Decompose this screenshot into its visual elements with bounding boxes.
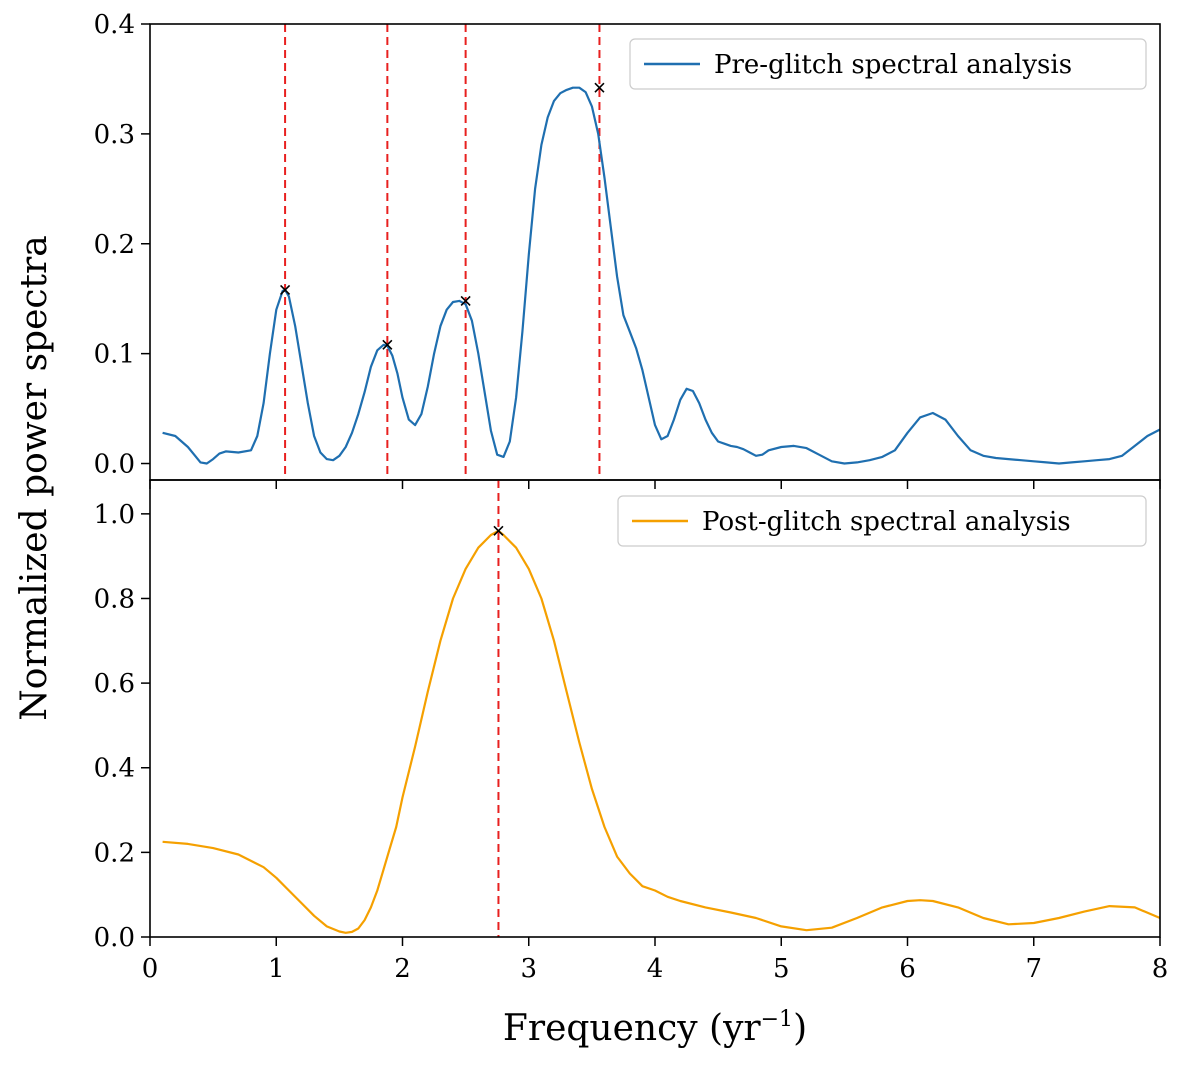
bottom-xtick-label-2: 2 bbox=[394, 954, 411, 984]
top-ytick-label-4: 0.4 bbox=[94, 10, 135, 40]
bottom-xtick-label-5: 5 bbox=[773, 954, 790, 984]
top-peak-marker-2 bbox=[460, 295, 471, 306]
top-legend-label: Pre-glitch spectral analysis bbox=[714, 50, 1072, 80]
bottom-xtick-label-8: 8 bbox=[1152, 954, 1169, 984]
bottom-ytick-label-0: 0.0 bbox=[94, 923, 135, 953]
top-ytick-label-3: 0.3 bbox=[94, 120, 135, 150]
x-axis-title-superscript: −1 bbox=[761, 1007, 793, 1032]
top-panel: 0.0 0.1 0.2 0.3 0.4 Pre-glitch spectral analy… bbox=[94, 10, 1161, 489]
x-axis-title: Frequency (yr−1) bbox=[503, 1007, 807, 1049]
bottom-peak-marker-0 bbox=[493, 525, 504, 536]
bottom-ytick-label-1: 0.2 bbox=[94, 838, 135, 868]
bottom-xtick-label-3: 3 bbox=[520, 954, 537, 984]
bottom-panel: 0.0 0.2 0.4 0.6 0.8 1.0 0 1 2 3 4 5 6 7 8 Post-glitch s… bbox=[94, 479, 1169, 984]
top-legend-box bbox=[629, 38, 1147, 90]
bottom-xtick-label-7: 7 bbox=[1025, 954, 1042, 984]
bottom-legend: Post-glitch spectral analysis bbox=[617, 495, 1147, 547]
top-ytick-label-1: 0.1 bbox=[94, 340, 135, 370]
bottom-legend-label: Post-glitch spectral analysis bbox=[702, 507, 1071, 537]
x-axis-title-close: ) bbox=[793, 1008, 807, 1049]
bottom-ytick-label-2: 0.4 bbox=[94, 754, 135, 784]
bottom-xtick-label-0: 0 bbox=[142, 954, 159, 984]
x-axis-title-main: Frequency (yr bbox=[503, 1008, 762, 1049]
bottom-ytick-label-4: 0.8 bbox=[94, 584, 135, 614]
top-series-line bbox=[162, 86, 1161, 465]
bottom-ytick-label-5: 1.0 bbox=[94, 500, 135, 530]
bottom-ytick-label-3: 0.6 bbox=[94, 669, 135, 699]
top-ytick-label-2: 0.2 bbox=[94, 230, 135, 260]
top-legend: Pre-glitch spectral analysis bbox=[629, 38, 1147, 90]
bottom-axes-frame bbox=[149, 479, 1161, 938]
bottom-xtick-label-1: 1 bbox=[268, 954, 285, 984]
y-axis-title: Normalized power spectra bbox=[14, 235, 55, 720]
bottom-legend-box bbox=[617, 495, 1147, 547]
bottom-series-line bbox=[162, 529, 1161, 934]
top-ytick-label-0: 0.0 bbox=[94, 450, 135, 480]
bottom-xtick-label-4: 4 bbox=[647, 954, 664, 984]
top-axes-frame bbox=[149, 23, 1161, 481]
top-peak-marker-3 bbox=[594, 82, 605, 93]
bottom-xtick-label-6: 6 bbox=[899, 954, 916, 984]
top-peak-marker-0 bbox=[280, 284, 291, 295]
top-peak-marker-1 bbox=[382, 339, 393, 350]
